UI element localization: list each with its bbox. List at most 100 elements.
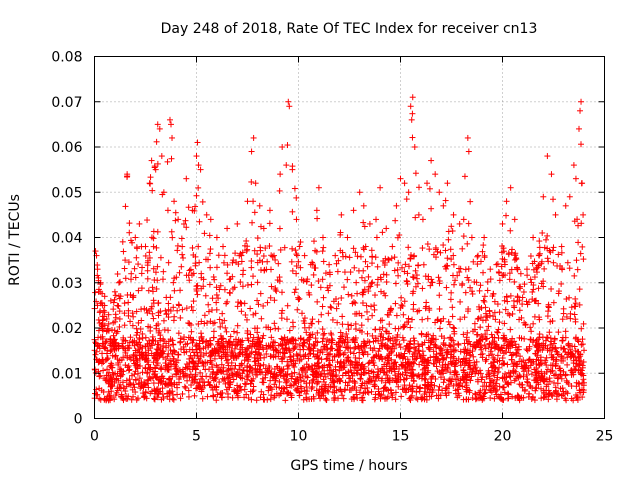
data-point: [436, 189, 443, 196]
data-point: [535, 285, 542, 292]
data-point: [284, 365, 291, 372]
data-point: [177, 287, 184, 294]
data-point: [230, 285, 237, 292]
data-point: [425, 367, 432, 374]
data-point: [568, 304, 575, 311]
data-point: [395, 259, 402, 266]
data-point: [441, 376, 448, 383]
data-point: [145, 287, 152, 294]
data-point: [368, 260, 375, 267]
data-point: [451, 347, 458, 354]
data-point: [499, 220, 506, 227]
data-point: [409, 110, 416, 117]
data-point: [425, 273, 432, 280]
data-point: [121, 300, 128, 307]
data-point: [239, 283, 246, 290]
x-tick-labels: 0 5 10 15 20 25: [90, 429, 613, 445]
data-point: [516, 283, 523, 290]
data-point: [577, 250, 584, 257]
data-point: [264, 396, 271, 403]
data-point: [293, 194, 300, 201]
data-point: [392, 217, 399, 224]
data-point: [567, 310, 574, 317]
data-point: [437, 249, 444, 256]
data-point: [124, 173, 131, 180]
data-point: [410, 274, 417, 281]
data-point: [278, 289, 285, 296]
data-point: [254, 235, 261, 242]
data-point: [288, 258, 295, 265]
data-point: [126, 220, 133, 227]
data-point: [397, 175, 404, 182]
data-point: [187, 352, 194, 359]
data-point: [369, 253, 376, 260]
data-point: [435, 274, 442, 281]
data-point: [440, 202, 447, 209]
data-point: [159, 385, 166, 392]
data-point: [237, 299, 244, 306]
data-point: [366, 220, 373, 227]
data-point: [170, 279, 177, 286]
data-point: [184, 377, 191, 384]
data-point: [573, 257, 580, 264]
data-point: [424, 241, 431, 248]
data-point: [503, 198, 510, 205]
data-point: [349, 300, 356, 307]
data-point: [297, 264, 304, 271]
data-point: [151, 395, 158, 402]
data-point: [194, 282, 201, 289]
data-point: [461, 173, 468, 180]
data-point: [334, 359, 341, 366]
data-point: [315, 184, 322, 191]
data-point: [407, 324, 414, 331]
data-point: [365, 389, 372, 396]
data-point: [234, 329, 241, 336]
data-point: [204, 319, 211, 326]
data-point: [222, 324, 229, 331]
data-point: [290, 323, 297, 330]
data-point: [447, 246, 454, 253]
data-point: [149, 284, 156, 291]
data-point: [308, 282, 315, 289]
data-point: [263, 350, 270, 357]
data-point: [219, 310, 226, 317]
data-point: [383, 271, 390, 278]
data-point: [449, 228, 456, 235]
data-point: [541, 265, 548, 272]
data-point: [276, 187, 283, 194]
data-point: [445, 318, 452, 325]
data-point: [188, 328, 195, 335]
data-point: [254, 259, 261, 266]
data-point: [545, 304, 552, 311]
data-point: [378, 377, 385, 384]
data-point: [401, 350, 408, 357]
data-point: [194, 139, 201, 146]
data-point: [372, 326, 379, 333]
data-point: [540, 193, 547, 200]
data-point: [530, 320, 537, 327]
data-point: [241, 386, 248, 393]
data-point: [494, 329, 501, 336]
y-tick-label: 0.05: [51, 185, 82, 201]
data-point: [347, 269, 354, 276]
data-point: [339, 321, 346, 328]
data-point: [527, 253, 534, 260]
data-point: [517, 270, 524, 277]
data-point: [127, 237, 134, 244]
y-tick-label: 0.03: [51, 276, 82, 292]
data-point: [145, 376, 152, 383]
data-point: [207, 246, 214, 253]
data-point: [344, 321, 351, 328]
data-point: [494, 386, 501, 393]
data-point: [461, 349, 468, 356]
data-point: [576, 125, 582, 132]
data-point: [203, 211, 210, 218]
data-point: [149, 310, 156, 317]
data-point: [296, 243, 303, 250]
data-point: [382, 328, 389, 335]
data-point: [254, 251, 261, 258]
data-point: [333, 372, 340, 379]
data-point: [150, 243, 157, 250]
data-point: [472, 370, 479, 377]
